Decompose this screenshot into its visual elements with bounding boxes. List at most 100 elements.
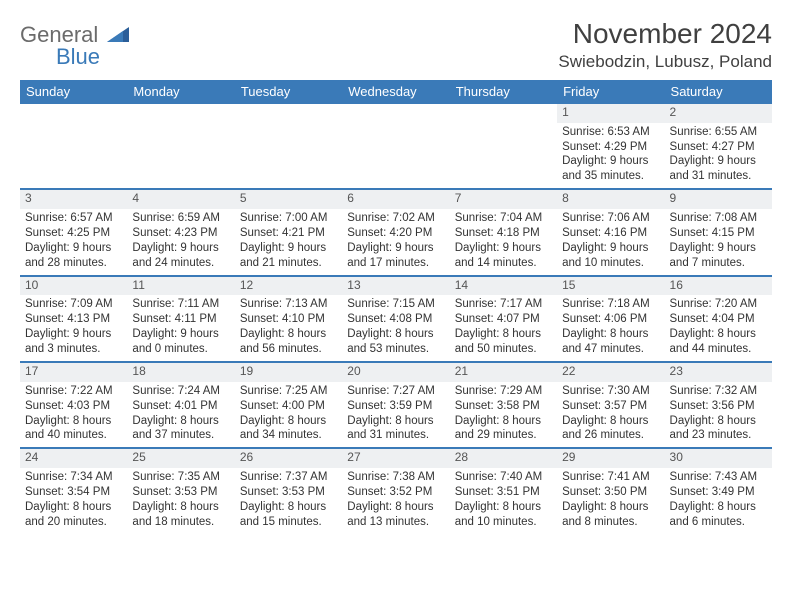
calendar-cell: 10Sunrise: 7:09 AMSunset: 4:13 PMDayligh… <box>20 277 127 361</box>
day-number: 26 <box>235 449 342 468</box>
cell-daylight1: Daylight: 8 hours <box>240 414 337 429</box>
week-row: .....1Sunrise: 6:53 AMSunset: 4:29 PMDay… <box>20 104 772 188</box>
dow-monday: Monday <box>127 80 234 104</box>
cell-sunset: Sunset: 4:13 PM <box>25 312 122 327</box>
cell-sunset: Sunset: 3:50 PM <box>562 485 659 500</box>
cell-daylight2: and 47 minutes. <box>562 342 659 357</box>
cell-sunset: Sunset: 3:54 PM <box>25 485 122 500</box>
day-number: 8 <box>557 190 664 209</box>
cell-daylight1: Daylight: 9 hours <box>132 327 229 342</box>
calendar-cell: 18Sunrise: 7:24 AMSunset: 4:01 PMDayligh… <box>127 363 234 447</box>
cell-daylight1: Daylight: 9 hours <box>562 154 659 169</box>
cell-daylight1: Daylight: 8 hours <box>25 500 122 515</box>
calendar-cell: 4Sunrise: 6:59 AMSunset: 4:23 PMDaylight… <box>127 190 234 274</box>
cell-sunrise: Sunrise: 7:38 AM <box>347 470 444 485</box>
cell-daylight2: and 28 minutes. <box>25 256 122 271</box>
day-number: 22 <box>557 363 664 382</box>
cell-daylight1: Daylight: 8 hours <box>347 327 444 342</box>
title-block: November 2024 Swiebodzin, Lubusz, Poland <box>558 18 772 72</box>
dow-tuesday: Tuesday <box>235 80 342 104</box>
dow-friday: Friday <box>557 80 664 104</box>
calendar-cell: 13Sunrise: 7:15 AMSunset: 4:08 PMDayligh… <box>342 277 449 361</box>
cell-daylight1: Daylight: 8 hours <box>562 500 659 515</box>
cell-sunrise: Sunrise: 7:00 AM <box>240 211 337 226</box>
cell-daylight2: and 56 minutes. <box>240 342 337 357</box>
cell-daylight1: Daylight: 9 hours <box>25 241 122 256</box>
calendar-cell: 27Sunrise: 7:38 AMSunset: 3:52 PMDayligh… <box>342 449 449 533</box>
calendar-cell: 5Sunrise: 7:00 AMSunset: 4:21 PMDaylight… <box>235 190 342 274</box>
calendar-cell: 17Sunrise: 7:22 AMSunset: 4:03 PMDayligh… <box>20 363 127 447</box>
cell-daylight2: and 0 minutes. <box>132 342 229 357</box>
day-number: 16 <box>665 277 772 296</box>
logo-triangle-icon <box>107 24 129 47</box>
cell-sunset: Sunset: 4:10 PM <box>240 312 337 327</box>
cell-sunset: Sunset: 3:57 PM <box>562 399 659 414</box>
cell-daylight1: Daylight: 8 hours <box>670 500 767 515</box>
day-number: 15 <box>557 277 664 296</box>
day-number: 29 <box>557 449 664 468</box>
cell-sunrise: Sunrise: 7:43 AM <box>670 470 767 485</box>
cell-sunrise: Sunrise: 7:08 AM <box>670 211 767 226</box>
logo: General Blue <box>20 18 129 70</box>
cell-sunrise: Sunrise: 7:32 AM <box>670 384 767 399</box>
day-number: 6 <box>342 190 449 209</box>
calendar-cell: 16Sunrise: 7:20 AMSunset: 4:04 PMDayligh… <box>665 277 772 361</box>
calendar-cell: 1Sunrise: 6:53 AMSunset: 4:29 PMDaylight… <box>557 104 664 188</box>
cell-daylight2: and 14 minutes. <box>455 256 552 271</box>
calendar-cell: 19Sunrise: 7:25 AMSunset: 4:00 PMDayligh… <box>235 363 342 447</box>
cell-sunset: Sunset: 4:16 PM <box>562 226 659 241</box>
cell-sunrise: Sunrise: 7:27 AM <box>347 384 444 399</box>
week-row: 17Sunrise: 7:22 AMSunset: 4:03 PMDayligh… <box>20 361 772 447</box>
cell-daylight1: Daylight: 8 hours <box>347 500 444 515</box>
week-row: 10Sunrise: 7:09 AMSunset: 4:13 PMDayligh… <box>20 275 772 361</box>
day-number: 18 <box>127 363 234 382</box>
cell-daylight1: Daylight: 8 hours <box>240 327 337 342</box>
cell-daylight2: and 15 minutes. <box>240 515 337 530</box>
cell-sunrise: Sunrise: 7:35 AM <box>132 470 229 485</box>
week-row: 24Sunrise: 7:34 AMSunset: 3:54 PMDayligh… <box>20 447 772 533</box>
cell-sunrise: Sunrise: 7:15 AM <box>347 297 444 312</box>
day-of-week-header: Sunday Monday Tuesday Wednesday Thursday… <box>20 80 772 104</box>
cell-sunset: Sunset: 3:58 PM <box>455 399 552 414</box>
cell-sunset: Sunset: 3:52 PM <box>347 485 444 500</box>
cell-daylight1: Daylight: 8 hours <box>240 500 337 515</box>
calendar-cell: . <box>127 104 234 188</box>
cell-daylight2: and 31 minutes. <box>670 169 767 184</box>
location-title: Swiebodzin, Lubusz, Poland <box>558 52 772 72</box>
cell-sunrise: Sunrise: 7:18 AM <box>562 297 659 312</box>
day-number: 2 <box>665 104 772 123</box>
weeks-container: .....1Sunrise: 6:53 AMSunset: 4:29 PMDay… <box>20 104 772 534</box>
cell-sunrise: Sunrise: 7:24 AM <box>132 384 229 399</box>
calendar-cell: 22Sunrise: 7:30 AMSunset: 3:57 PMDayligh… <box>557 363 664 447</box>
cell-daylight2: and 6 minutes. <box>670 515 767 530</box>
day-number: 14 <box>450 277 557 296</box>
day-number: 23 <box>665 363 772 382</box>
cell-sunset: Sunset: 4:27 PM <box>670 140 767 155</box>
calendar-cell: 29Sunrise: 7:41 AMSunset: 3:50 PMDayligh… <box>557 449 664 533</box>
cell-daylight1: Daylight: 8 hours <box>562 327 659 342</box>
cell-sunrise: Sunrise: 7:22 AM <box>25 384 122 399</box>
calendar-cell: 28Sunrise: 7:40 AMSunset: 3:51 PMDayligh… <box>450 449 557 533</box>
cell-sunset: Sunset: 4:23 PM <box>132 226 229 241</box>
cell-daylight2: and 3 minutes. <box>25 342 122 357</box>
header: General Blue November 2024 Swiebodzin, L… <box>20 18 772 72</box>
cell-sunset: Sunset: 4:04 PM <box>670 312 767 327</box>
cell-sunset: Sunset: 4:00 PM <box>240 399 337 414</box>
cell-sunset: Sunset: 4:08 PM <box>347 312 444 327</box>
cell-sunrise: Sunrise: 7:11 AM <box>132 297 229 312</box>
dow-sunday: Sunday <box>20 80 127 104</box>
cell-sunrise: Sunrise: 7:30 AM <box>562 384 659 399</box>
cell-daylight2: and 23 minutes. <box>670 428 767 443</box>
week-row: 3Sunrise: 6:57 AMSunset: 4:25 PMDaylight… <box>20 188 772 274</box>
cell-sunset: Sunset: 4:03 PM <box>25 399 122 414</box>
calendar-cell: . <box>450 104 557 188</box>
cell-daylight1: Daylight: 9 hours <box>562 241 659 256</box>
cell-daylight1: Daylight: 9 hours <box>455 241 552 256</box>
day-number: 3 <box>20 190 127 209</box>
day-number: 20 <box>342 363 449 382</box>
cell-sunset: Sunset: 3:53 PM <box>132 485 229 500</box>
day-number: 12 <box>235 277 342 296</box>
day-number: 25 <box>127 449 234 468</box>
cell-daylight1: Daylight: 8 hours <box>455 500 552 515</box>
cell-daylight2: and 53 minutes. <box>347 342 444 357</box>
